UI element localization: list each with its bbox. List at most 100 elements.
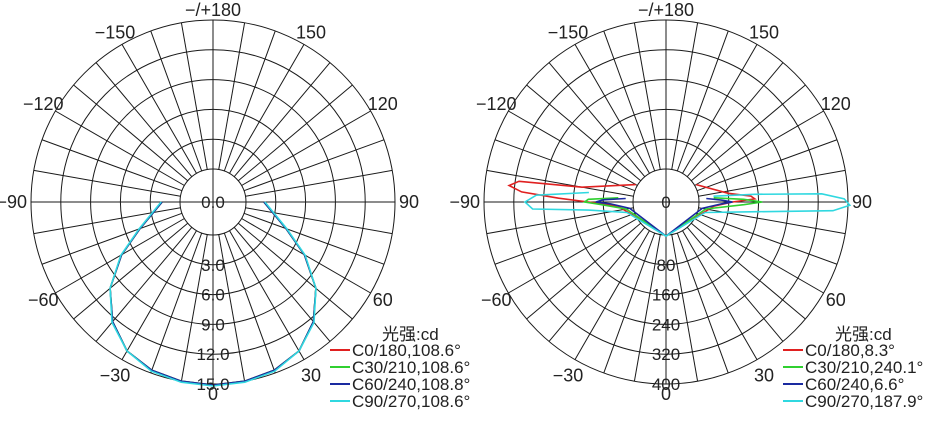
angle-tick-label: 150 bbox=[296, 22, 326, 42]
angle-tick-label: 30 bbox=[754, 366, 774, 386]
grid-spoke bbox=[229, 230, 305, 360]
grid-spoke bbox=[218, 22, 246, 170]
series-curve-c90 bbox=[523, 191, 852, 238]
grid-spoke bbox=[73, 84, 189, 182]
grid-spoke bbox=[574, 44, 650, 174]
grid-spoke bbox=[494, 212, 636, 265]
grid-spoke bbox=[33, 169, 181, 197]
angle-tick-label: 90 bbox=[852, 192, 872, 212]
grid-spoke bbox=[241, 110, 371, 186]
grid-spoke bbox=[603, 232, 656, 374]
angle-tick-label: 60 bbox=[373, 290, 393, 310]
grid-spoke bbox=[548, 226, 646, 342]
legend-entry: C90/270,187.9° bbox=[805, 392, 923, 411]
grid-spoke bbox=[526, 84, 642, 182]
grid-spoke bbox=[671, 22, 699, 170]
legend-entry: C0/180,108.6° bbox=[352, 341, 461, 360]
grid-spoke bbox=[698, 169, 846, 197]
radial-tick-label: 0.0 bbox=[201, 193, 225, 212]
legend-entry: C60/240,6.6° bbox=[805, 375, 904, 394]
legend: 光强:cdC0/180,8.3°C30/210,240.1°C60/240,6.… bbox=[783, 325, 923, 411]
radial-tick-label: 6.0 bbox=[201, 286, 225, 305]
grid-spoke bbox=[486, 169, 634, 197]
grid-spoke bbox=[574, 230, 650, 360]
angle-tick-label: −30 bbox=[553, 366, 584, 386]
grid-spoke bbox=[243, 139, 385, 192]
grid-spoke bbox=[633, 22, 661, 170]
grid-spoke bbox=[33, 207, 181, 235]
grid-spoke bbox=[180, 234, 208, 382]
radial-tick-label: 12.0 bbox=[196, 345, 229, 364]
grid-spoke bbox=[671, 234, 699, 382]
angle-tick-label: −150 bbox=[95, 22, 136, 42]
grid-spoke bbox=[245, 169, 393, 197]
grid-spoke bbox=[508, 218, 638, 294]
legend-title: 光强:cd bbox=[835, 325, 892, 344]
grid-spoke bbox=[633, 234, 661, 382]
grid-spoke bbox=[150, 232, 203, 374]
grid-spoke bbox=[150, 30, 203, 172]
grid-spoke bbox=[676, 30, 729, 172]
legend-entry: C0/180,8.3° bbox=[805, 341, 895, 360]
grid-spoke bbox=[694, 218, 824, 294]
grid-spoke bbox=[548, 62, 646, 178]
angle-tick-label: −60 bbox=[28, 290, 59, 310]
radial-tick-label: 160 bbox=[652, 286, 680, 305]
angle-tick-label: 120 bbox=[368, 94, 398, 114]
grid-spoke bbox=[526, 222, 642, 320]
angle-tick-label: −120 bbox=[23, 94, 64, 114]
legend-entry: C30/210,240.1° bbox=[805, 358, 923, 377]
grid-spoke bbox=[694, 110, 824, 186]
radial-tick-label: 15.0 bbox=[196, 375, 229, 394]
grid-spoke bbox=[494, 139, 636, 192]
angle-tick-label: 0 bbox=[208, 384, 218, 404]
grid-spoke bbox=[696, 212, 838, 265]
grid-spoke bbox=[180, 22, 208, 170]
legend-title: 光强:cd bbox=[382, 325, 439, 344]
grid-spoke bbox=[41, 212, 183, 265]
grid-spoke bbox=[690, 84, 806, 182]
angle-tick-label: 0 bbox=[661, 384, 671, 404]
grid-spoke bbox=[237, 222, 353, 320]
grid-spoke bbox=[95, 226, 193, 342]
grid-spoke bbox=[121, 44, 197, 174]
angle-tick-label: −30 bbox=[100, 366, 131, 386]
polar-grid bbox=[30, 19, 396, 385]
angle-tick-label: −60 bbox=[481, 290, 512, 310]
grid-spoke bbox=[508, 110, 638, 186]
angle-tick-label: −90 bbox=[449, 192, 480, 212]
grid-spoke bbox=[95, 62, 193, 178]
angle-tick-label: −/+180 bbox=[638, 0, 694, 20]
grid-spoke bbox=[223, 232, 276, 374]
legend-entry: C60/240,108.8° bbox=[352, 375, 470, 394]
grid-spoke bbox=[55, 110, 185, 186]
grid-spoke bbox=[218, 234, 246, 382]
radial-tick-label: 400 bbox=[652, 375, 680, 394]
angle-tick-label: 150 bbox=[749, 22, 779, 42]
grid-spoke bbox=[237, 84, 353, 182]
legend-entry: C90/270,108.6° bbox=[352, 392, 470, 411]
polar-chart-2: 0 30 60 90 120 150 −/+180 −150 −120 −90 −60 −30 0 80 1… bbox=[449, 0, 923, 411]
angle-tick-label: 30 bbox=[301, 366, 321, 386]
grid-spoke bbox=[41, 139, 183, 192]
grid-spoke bbox=[229, 44, 305, 174]
series-curve-c90 bbox=[109, 201, 317, 387]
radial-tick-label: 9.0 bbox=[201, 315, 225, 334]
angle-tick-label: 120 bbox=[821, 94, 851, 114]
angle-tick-label: −90 bbox=[0, 192, 27, 212]
radial-tick-label: 240 bbox=[652, 315, 680, 334]
grid-spoke bbox=[696, 139, 838, 192]
polar-chart-1: 0 30 60 90 120 150 −/+180 −150 −120 −90 −60 −30 0.0 3… bbox=[0, 0, 470, 411]
grid-spoke bbox=[121, 230, 197, 360]
grid-spoke bbox=[682, 44, 758, 174]
angle-tick-label: −120 bbox=[476, 94, 517, 114]
grid-spoke bbox=[603, 30, 656, 172]
angle-tick-label: 90 bbox=[399, 192, 419, 212]
grid-spoke bbox=[73, 222, 189, 320]
grid-spoke bbox=[243, 212, 385, 265]
grid-spoke bbox=[690, 222, 806, 320]
radial-tick-label: 80 bbox=[657, 256, 676, 275]
grid-spoke bbox=[223, 30, 276, 172]
grid-spoke bbox=[686, 62, 784, 178]
